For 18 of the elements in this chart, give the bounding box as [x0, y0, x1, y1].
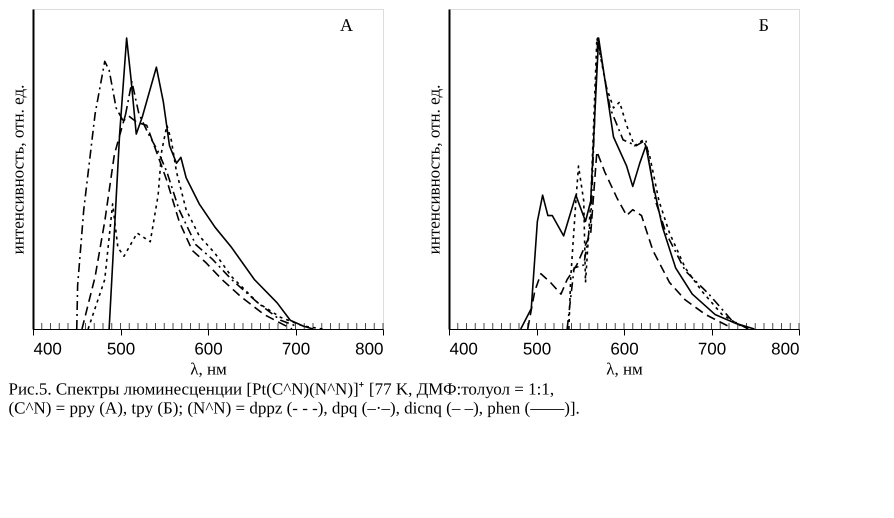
- x-tick-label: 600: [610, 340, 639, 358]
- x-tick-label: 600: [194, 340, 223, 358]
- text: Б: [758, 15, 769, 35]
- x-tick-label: 400: [34, 340, 62, 358]
- text: (C^N) = ppy (А), tpy (Б); (N^N) = dppz (- - -), dpq (–·–), dicnq (– –), phen (——)].: [8, 398, 580, 418]
- x-tick-label: 500: [522, 340, 552, 358]
- x-tick-label: 400: [450, 340, 478, 358]
- y-axis-title: интенсивность, отн. ед.: [424, 84, 444, 254]
- x-tick-label: 700: [282, 340, 310, 358]
- text: А: [340, 15, 353, 35]
- x-tick-label: 700: [698, 340, 726, 358]
- x-tick-label: 800: [771, 340, 800, 358]
- x-tick-label: 500: [106, 340, 136, 358]
- x-axis-title: λ, нм: [606, 360, 644, 378]
- x-axis-title: λ, нм: [190, 360, 228, 378]
- y-axis-title: интенсивность, отн. ед.: [8, 84, 28, 254]
- text: Рис.5. Спектры люминесценции [Pt(C^N)(N^N)]⁺ [77 K, ДМФ:толуол = 1:1,: [8, 380, 554, 398]
- x-tick-label: 800: [355, 340, 384, 358]
